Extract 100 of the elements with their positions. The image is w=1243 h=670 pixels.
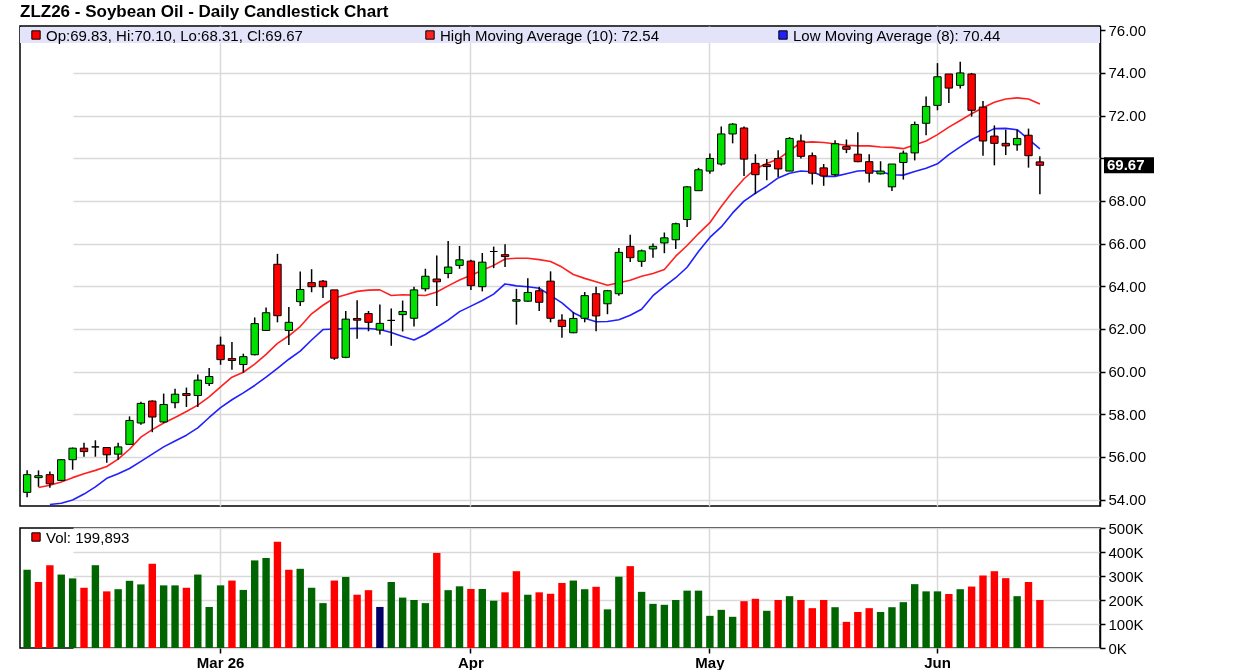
bar [899, 602, 908, 648]
bar [672, 600, 680, 648]
y-tick-label: 72.00 [1108, 107, 1147, 125]
bar [1024, 582, 1033, 648]
y-tick-label: 500K [1108, 519, 1144, 537]
bar [979, 575, 987, 648]
bar [262, 558, 270, 648]
bar [205, 606, 213, 648]
candlestick [591, 285, 601, 333]
bar [489, 600, 498, 648]
bar [46, 565, 54, 648]
candlestick [796, 133, 806, 160]
bar [649, 603, 657, 648]
bar [80, 587, 88, 648]
x-tick-label: Mar 26 [196, 653, 245, 670]
bar [125, 580, 134, 648]
bar [524, 594, 532, 648]
bar [967, 586, 976, 648]
candlestick [182, 386, 191, 408]
bar [57, 574, 65, 648]
candlestick [580, 291, 589, 324]
bar [558, 582, 566, 648]
candlestick [626, 234, 635, 263]
bar [842, 621, 851, 648]
chart-title: ZLZ26 - Soybean Oil - Daily Candlestick Chart [20, 2, 389, 22]
bar [159, 585, 168, 648]
candlestick [1035, 155, 1045, 196]
y-tick-label: 0K [1108, 639, 1127, 657]
bar [819, 600, 828, 648]
candlestick [352, 299, 362, 340]
bar [319, 603, 327, 648]
bar [876, 612, 885, 648]
candlestick [1001, 128, 1010, 156]
bar [956, 589, 964, 648]
y-tick-label: 54.00 [1108, 491, 1147, 509]
candlestick [364, 310, 373, 333]
bar [68, 578, 77, 648]
bar [387, 582, 395, 648]
bar [763, 610, 771, 648]
legend-label: Low Moving Average (8): 70.44 [793, 27, 1001, 44]
bar [103, 591, 111, 648]
bar [660, 604, 669, 648]
candlestick [398, 299, 407, 333]
bar [945, 594, 953, 648]
bar [216, 585, 225, 648]
candlestick [227, 341, 237, 371]
bar [865, 608, 873, 648]
candlestick [512, 288, 521, 326]
bar [1002, 578, 1010, 648]
candlestick [773, 149, 783, 178]
candlestick [523, 277, 533, 303]
bar [535, 592, 543, 648]
bar [1013, 596, 1021, 648]
y-tick-label: 300K [1108, 567, 1144, 585]
candlestick [648, 242, 658, 259]
bar [717, 609, 725, 648]
bar [592, 586, 600, 648]
bar [501, 592, 509, 648]
bar [740, 601, 748, 648]
bar [774, 600, 782, 648]
legend-label: High Moving Average (10): 72.54 [440, 27, 660, 44]
candlestick [239, 352, 248, 374]
bar [728, 616, 737, 648]
bar [478, 588, 486, 648]
bar [228, 580, 236, 648]
bar [285, 569, 293, 648]
bar [273, 541, 282, 648]
candlestick [705, 152, 715, 175]
bar [831, 607, 839, 648]
candlestick [136, 400, 146, 426]
bar [683, 590, 691, 648]
y-tick-label: 56.00 [1108, 448, 1147, 466]
candlestick [443, 240, 453, 280]
bar [353, 594, 361, 648]
y-tick-label: 400K [1108, 543, 1144, 561]
candlestick [261, 306, 271, 332]
bar [785, 596, 794, 648]
bar [410, 600, 418, 648]
candlestick [819, 163, 828, 187]
bar [444, 590, 452, 648]
bar [933, 591, 942, 648]
bar [421, 603, 430, 648]
candlestick [159, 392, 168, 424]
bar [581, 589, 589, 648]
bar [626, 566, 634, 648]
y-tick-label: 74.00 [1108, 64, 1147, 82]
candlestick [808, 151, 817, 186]
candlestick [887, 163, 897, 192]
bar [342, 576, 350, 648]
bar [34, 582, 43, 648]
candlestick [1024, 127, 1033, 169]
x-tick-label: May [695, 653, 726, 670]
bar [569, 580, 578, 648]
bar [296, 568, 304, 648]
candlestick [694, 167, 703, 192]
bar [1036, 600, 1044, 648]
bar [364, 590, 373, 648]
bar [637, 591, 646, 648]
candlestick [421, 268, 430, 293]
candlestick [307, 268, 316, 293]
